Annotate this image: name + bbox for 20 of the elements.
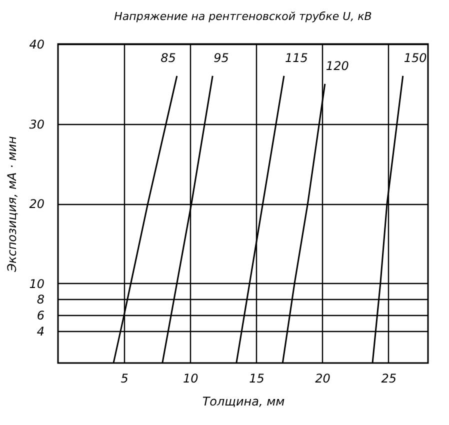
y-tick-label: 30 <box>29 117 45 132</box>
chart-title: Напряжение на рентгеновской трубке U, кВ <box>114 10 372 23</box>
x-tick-label: 10 <box>183 372 199 386</box>
series-label: 150 <box>404 50 428 65</box>
x-tick-label: 15 <box>249 372 264 386</box>
x-axis-title: Толщина, мм <box>202 394 285 408</box>
series-label: 85 <box>160 50 176 65</box>
y-tick-label: 20 <box>29 197 45 211</box>
series-label: 95 <box>214 50 229 65</box>
y-tick-label: 6 <box>36 308 45 323</box>
y-tick-label: 8 <box>36 292 45 307</box>
series-label: 120 <box>326 58 350 73</box>
y-tick-label: 10 <box>29 276 45 291</box>
x-tick-label: 20 <box>315 372 331 386</box>
x-tick-label: 25 <box>381 372 396 386</box>
series-label: 115 <box>284 50 308 65</box>
y-axis-title: Экспозиция, мА · мин <box>5 136 20 273</box>
y-tick-label: 4 <box>36 324 44 339</box>
x-tick-label: 5 <box>120 372 128 386</box>
y-tick-label: 40 <box>29 38 45 52</box>
